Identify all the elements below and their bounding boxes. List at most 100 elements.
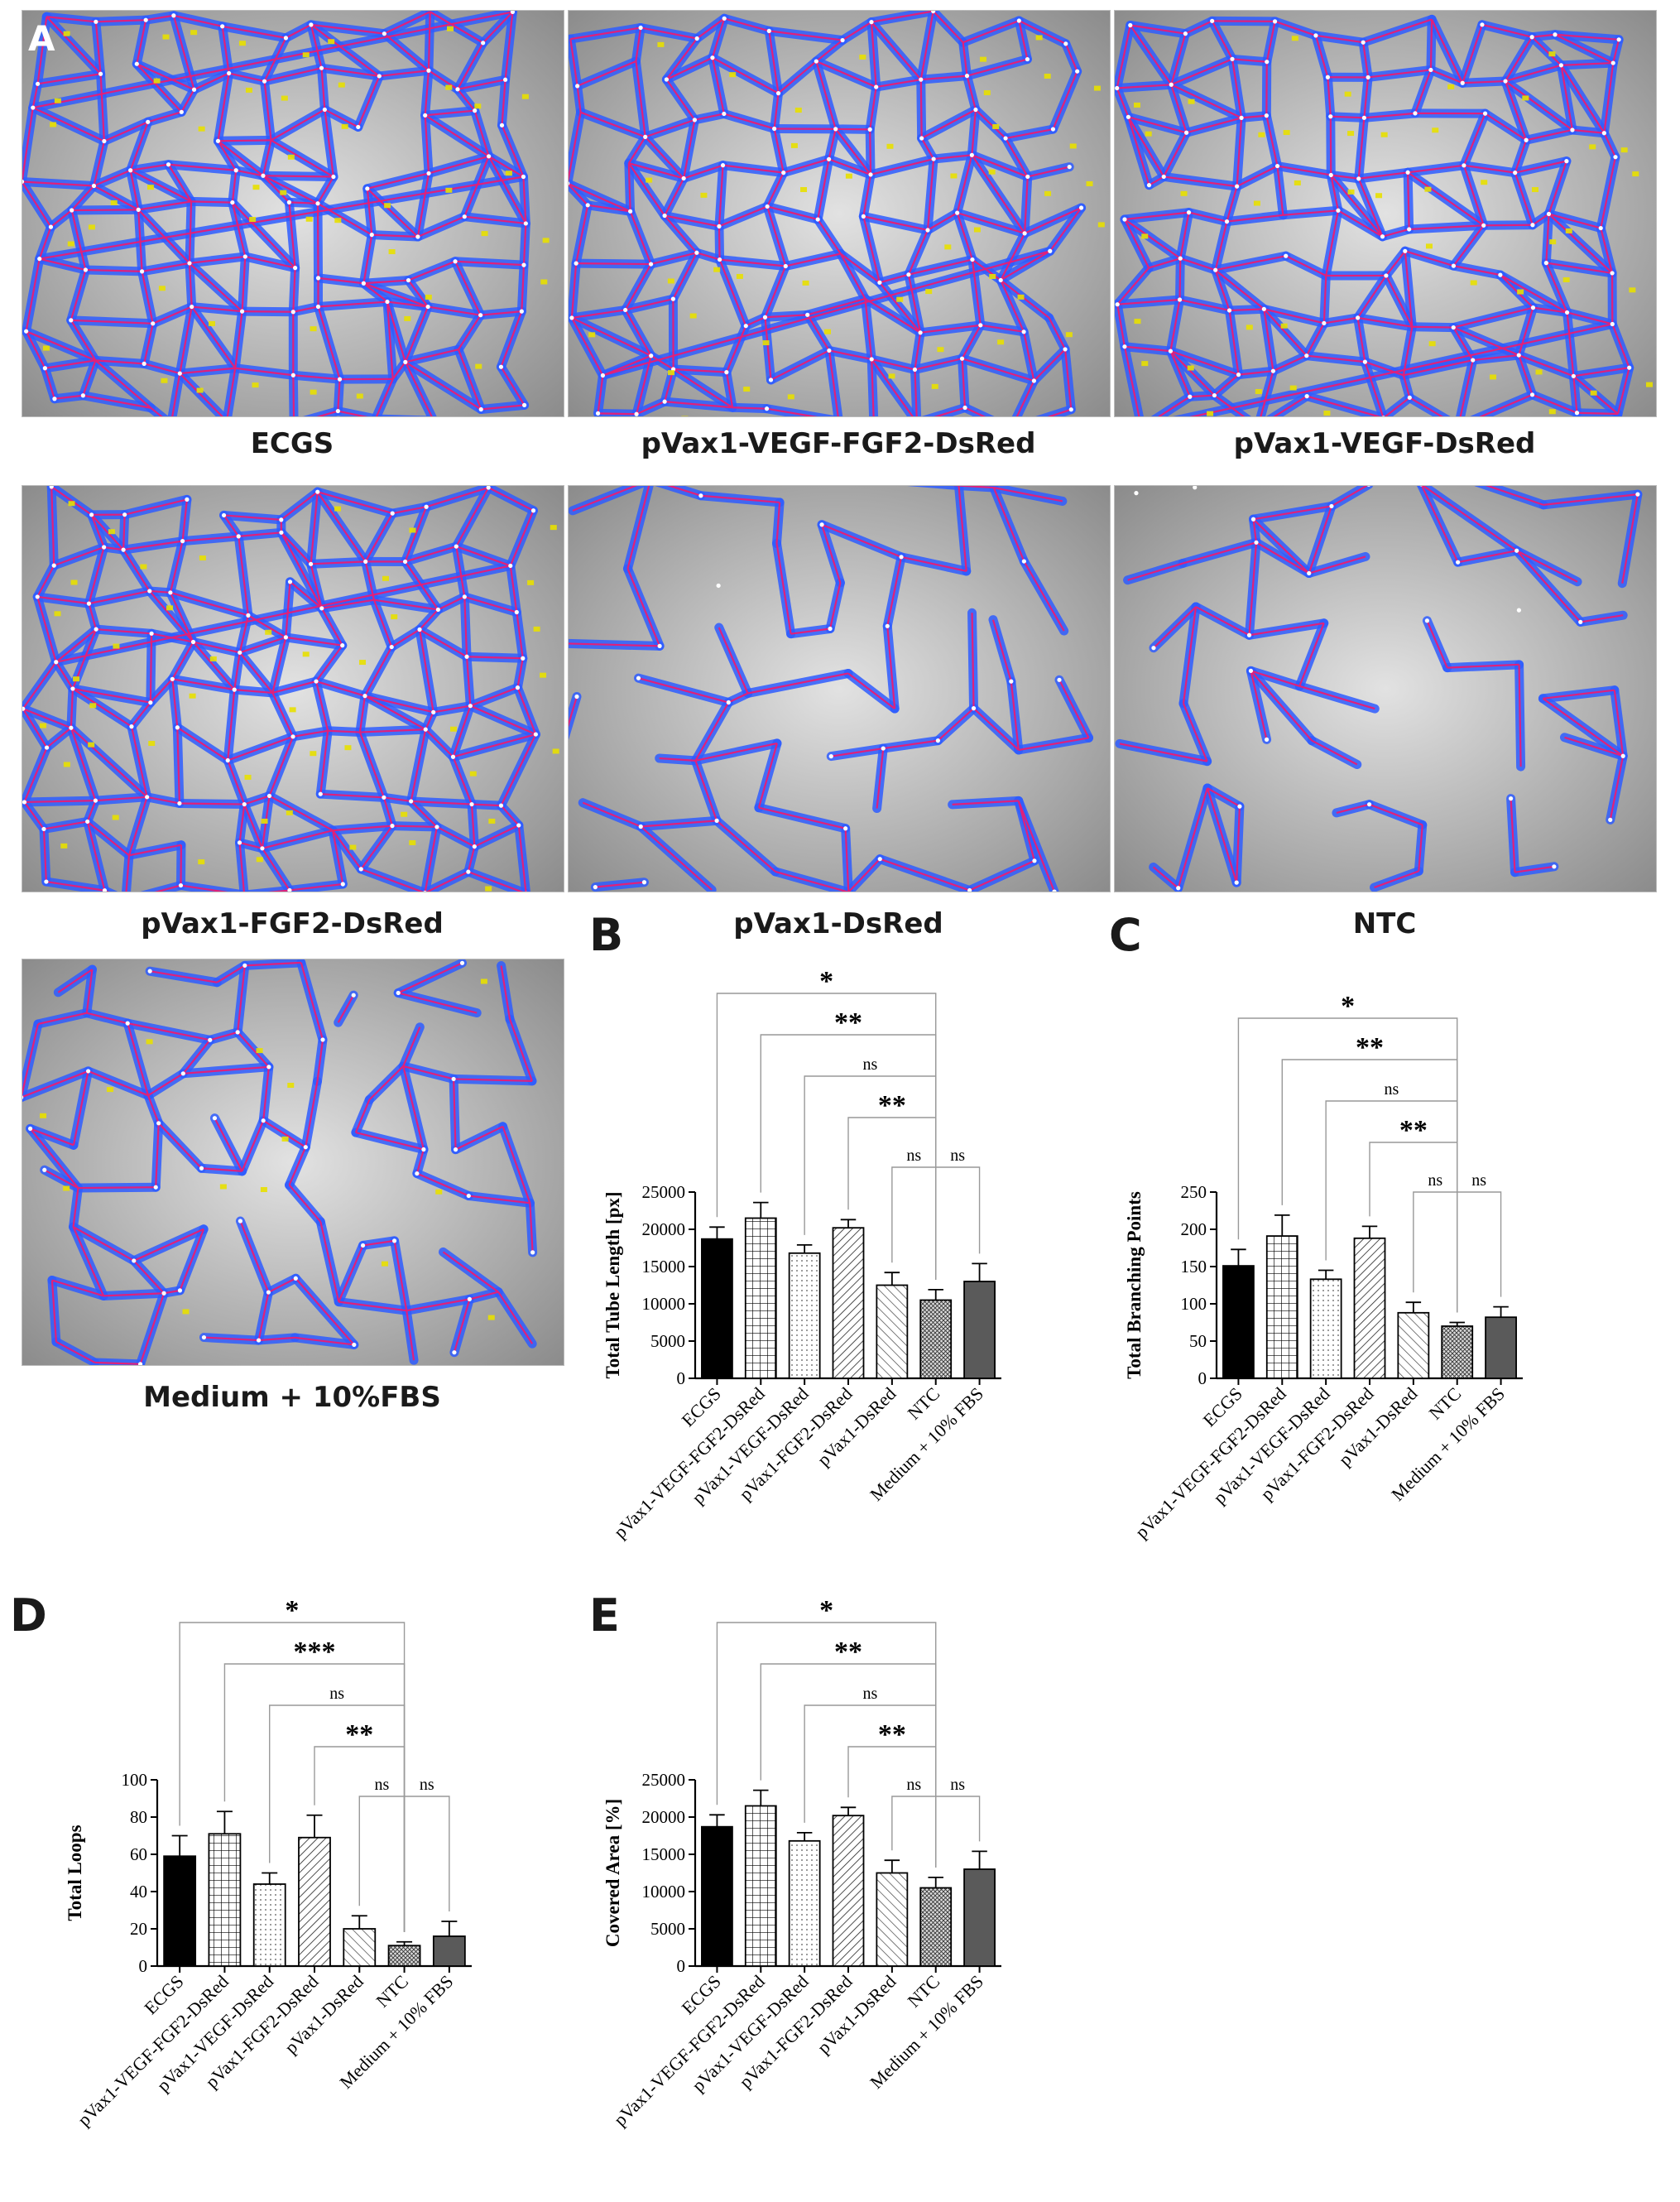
- significance-label: ns: [1428, 1171, 1442, 1190]
- y-axis-label: Total Tube Length [px]: [602, 1191, 623, 1378]
- y-tick-label: 0: [139, 1956, 148, 1976]
- bar: [832, 1815, 865, 1967]
- y-tick-label: 100: [122, 1770, 148, 1790]
- bar: [701, 1238, 733, 1379]
- network-skeleton: [1116, 18, 1630, 416]
- y-tick-label: 150: [1181, 1257, 1207, 1276]
- loop-markers: [40, 501, 559, 892]
- y-tick-label: 5000: [650, 1919, 685, 1939]
- significance-label: *: [819, 966, 833, 997]
- y-axis-label: Total Loops: [65, 1825, 85, 1921]
- micro-vegf-fgf2: [568, 10, 1111, 417]
- caption-vegf: pVax1-VEGF-DsRed: [1233, 427, 1536, 460]
- chart-total-tube-length: 0 5000 10000 15000 20000 25000 Total Tube Leng…: [602, 966, 1001, 1542]
- panel-b-letter: B: [589, 909, 624, 961]
- chart-covered-area: 0 5000 10000 15000 20000 25000 Covered Area [%…: [602, 1595, 1001, 2130]
- network-skeleton: [1119, 486, 1639, 889]
- y-tick-label: 50: [1189, 1331, 1207, 1351]
- y-tick-label: 10000: [642, 1882, 686, 1902]
- branch-points: [1115, 18, 1632, 416]
- significance-label: ***: [294, 1637, 336, 1667]
- significance-label: ns: [863, 1055, 878, 1074]
- bar: [1265, 1235, 1298, 1379]
- significance-bracket: ns: [403, 1776, 450, 1932]
- branch-points: [574, 493, 1062, 892]
- bar: [963, 1281, 996, 1379]
- y-axis-label: Covered Area [%]: [602, 1799, 623, 1947]
- significance-label: ns: [420, 1776, 434, 1794]
- bar: [432, 1935, 466, 1967]
- significance-bracket: ns: [935, 1776, 981, 1868]
- y-tick-label: 15000: [642, 1844, 686, 1864]
- bar: [252, 1883, 286, 1967]
- y-tick-label: 20000: [642, 1807, 686, 1827]
- significance-bracket: ns: [1457, 1171, 1502, 1313]
- loop-markers: [40, 978, 495, 1320]
- bar: [919, 1887, 953, 1967]
- significance-bracket: ns: [935, 1147, 981, 1280]
- bar: [919, 1299, 953, 1379]
- panel-c-letter: C: [1109, 909, 1142, 961]
- significance-bracket: ns: [1325, 1080, 1458, 1313]
- micro-vegf: [1114, 10, 1657, 417]
- loop-markers: [42, 26, 550, 399]
- loop-markers: [1133, 36, 1653, 416]
- bar: [788, 1839, 821, 1967]
- branch-points: [1134, 486, 1640, 891]
- bar: [1309, 1278, 1342, 1379]
- y-tick-label: 25000: [642, 1182, 686, 1202]
- y-tick-label: 250: [1181, 1182, 1207, 1202]
- significance-label: *: [285, 1595, 299, 1626]
- bar: [298, 1836, 331, 1967]
- panel-a-letter: A: [28, 18, 55, 59]
- bar: [1222, 1265, 1255, 1379]
- significance-bracket: **: [847, 1090, 937, 1280]
- y-tick-label: 10000: [642, 1294, 686, 1314]
- network-skeleton: [22, 11, 527, 416]
- bar: [744, 1805, 777, 1967]
- x-tick-label: NTC: [372, 1971, 412, 2012]
- panel-d-letter: D: [10, 1589, 47, 1642]
- significance-label: **: [834, 1637, 862, 1667]
- y-tick-label: 25000: [642, 1770, 686, 1790]
- micro-ecgs: [22, 10, 564, 417]
- bar: [343, 1928, 377, 1967]
- loop-markers: [588, 35, 1105, 416]
- significance-label: ns: [950, 1147, 965, 1165]
- significance-label: ns: [1385, 1080, 1399, 1099]
- y-tick-label: 100: [1181, 1294, 1207, 1314]
- y-tick-label: 15000: [642, 1257, 686, 1276]
- network-skeleton: [22, 486, 537, 892]
- significance-label: **: [878, 1719, 906, 1750]
- bar: [1353, 1237, 1386, 1379]
- significance-label: ns: [906, 1147, 921, 1165]
- bar: [788, 1252, 821, 1379]
- micro-medium: [22, 959, 564, 1366]
- y-tick-label: 5000: [650, 1331, 685, 1351]
- bar: [1397, 1311, 1430, 1379]
- caption-vegf-fgf2: pVax1-VEGF-FGF2-DsRed: [641, 427, 1036, 460]
- significance-label: ns: [950, 1776, 965, 1794]
- caption-ntc: NTC: [1352, 907, 1417, 940]
- y-tick-label: 0: [677, 1956, 686, 1976]
- bar: [876, 1872, 909, 1967]
- bar: [208, 1833, 242, 1967]
- significance-label: ns: [375, 1776, 390, 1794]
- branch-points: [22, 11, 528, 414]
- micro-dsred: [568, 485, 1111, 892]
- significance-label: **: [1399, 1115, 1428, 1146]
- bar: [163, 1855, 197, 1967]
- significance-label: ns: [906, 1776, 921, 1794]
- caption-dsred: pVax1-DsRed: [733, 907, 943, 940]
- caption-fgf2: pVax1-FGF2-DsRed: [141, 907, 444, 940]
- bar: [876, 1284, 909, 1379]
- significance-bracket: ns: [358, 1776, 406, 1932]
- significance-label: ns: [1471, 1171, 1486, 1190]
- bar: [387, 1945, 421, 1967]
- significance-label: **: [878, 1090, 906, 1121]
- significance-bracket: ns: [1413, 1171, 1458, 1313]
- bar: [744, 1217, 777, 1379]
- caption-ecgs: ECGS: [250, 427, 334, 460]
- micro-ntc: [1114, 485, 1657, 892]
